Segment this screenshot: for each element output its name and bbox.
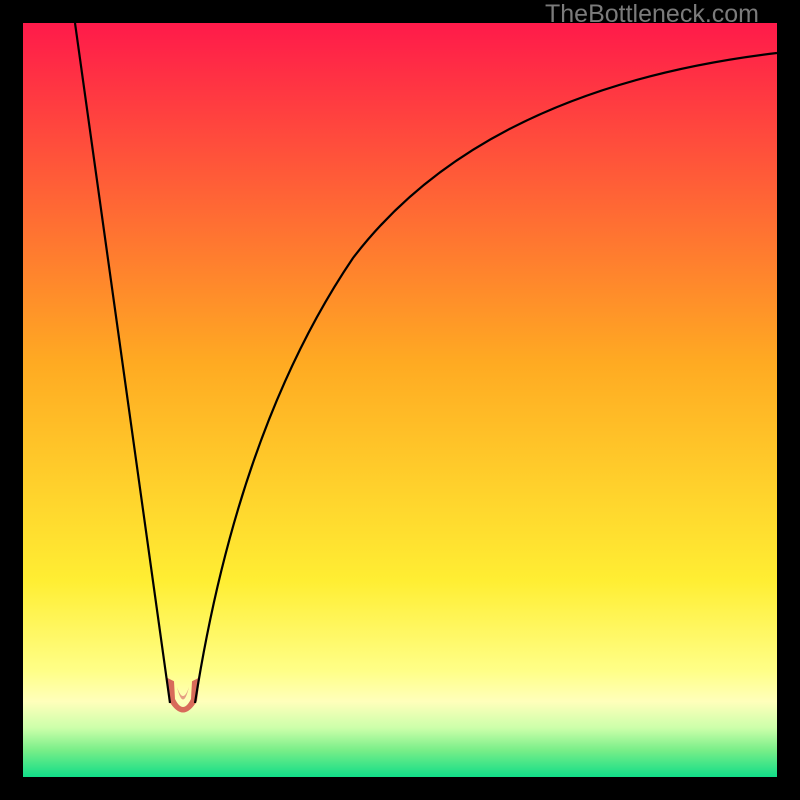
watermark-text: TheBottleneck.com: [545, 0, 759, 29]
plot-area: [23, 23, 777, 777]
gradient-background: [23, 23, 777, 777]
plot-svg: [23, 23, 777, 777]
